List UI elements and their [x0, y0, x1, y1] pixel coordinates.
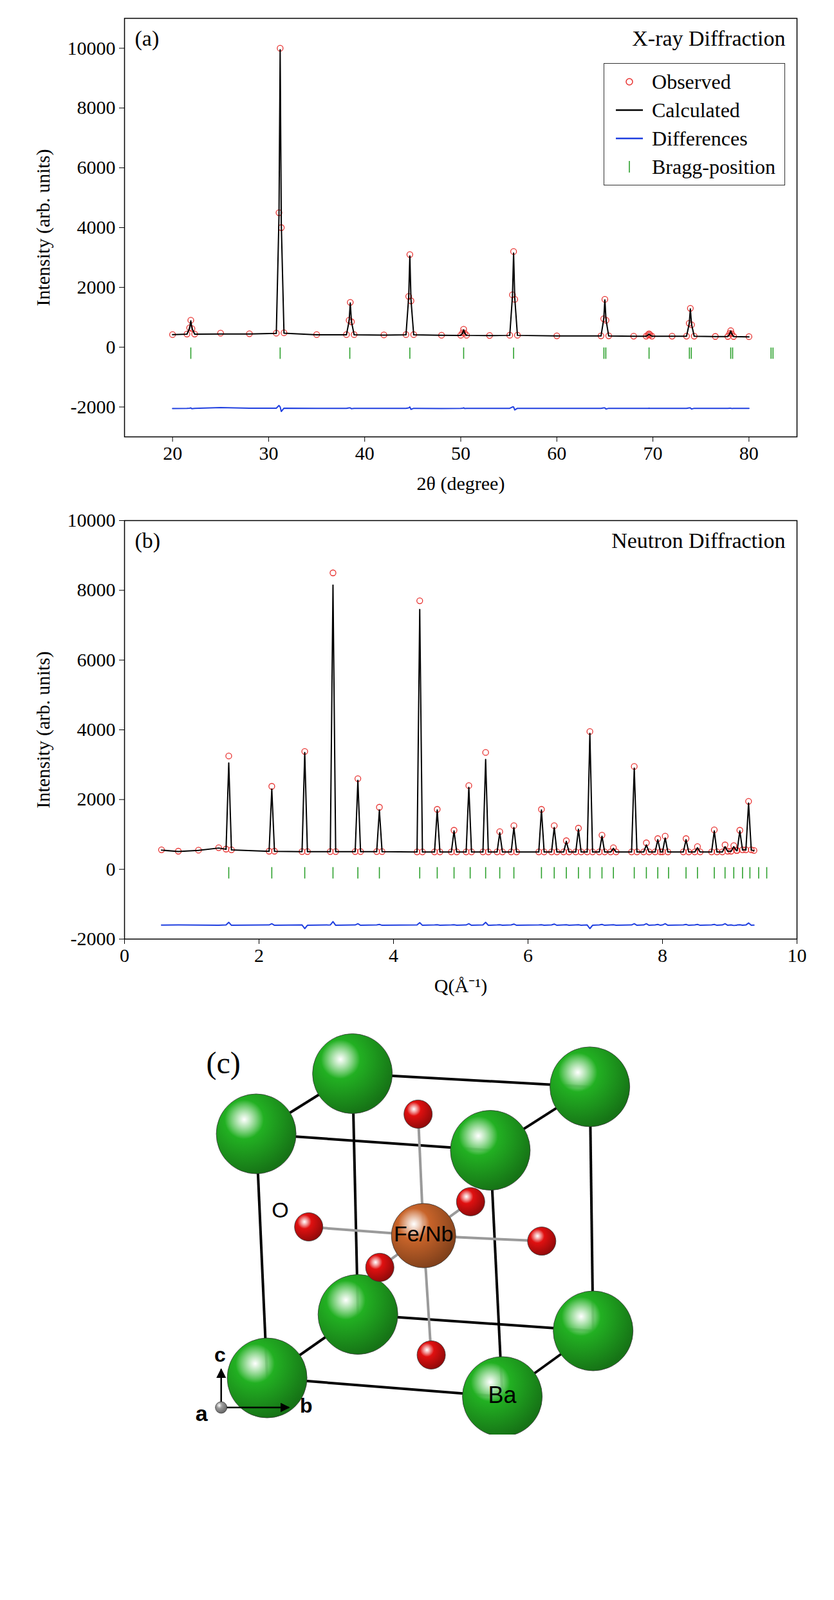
svg-text:a: a [195, 1400, 209, 1425]
svg-text:60: 60 [546, 442, 567, 464]
svg-text:b: b [299, 1393, 313, 1417]
svg-text:4000: 4000 [77, 216, 116, 238]
svg-text:80: 80 [739, 442, 759, 464]
svg-text:10000: 10000 [67, 509, 116, 531]
svg-text:Fe/Nb: Fe/Nb [393, 1220, 454, 1246]
svg-text:30: 30 [258, 442, 278, 464]
svg-text:2000: 2000 [77, 276, 116, 298]
svg-text:50: 50 [451, 442, 471, 464]
svg-text:-2000: -2000 [70, 395, 116, 417]
svg-text:O: O [271, 1196, 289, 1222]
svg-text:40: 40 [355, 442, 375, 464]
svg-text:8: 8 [657, 944, 668, 966]
html-text:Bragg-position: Bragg-position [651, 154, 776, 178]
svg-text:2θ (degree): 2θ (degree) [417, 472, 506, 495]
svg-text:(b): (b) [135, 528, 161, 553]
svg-text:20: 20 [162, 442, 183, 464]
html-text:Observed: Observed [651, 69, 731, 93]
svg-text:Neutron Diffraction: Neutron Diffraction [611, 528, 786, 553]
svg-text:8000: 8000 [77, 578, 116, 600]
svg-text:10000: 10000 [67, 37, 116, 59]
svg-text:6000: 6000 [77, 648, 116, 670]
html-text:Calculated: Calculated [651, 98, 740, 122]
svg-text:Intensity (arb. units): Intensity (arb. units) [32, 650, 55, 808]
svg-text:0: 0 [119, 944, 130, 966]
svg-text:8000: 8000 [77, 96, 116, 118]
svg-text:4: 4 [388, 944, 399, 966]
svg-text:6: 6 [523, 944, 533, 966]
svg-text:(c): (c) [205, 1045, 241, 1080]
svg-text:6000: 6000 [77, 156, 116, 178]
svg-text:Intensity (arb. units): Intensity (arb. units) [32, 148, 55, 306]
svg-text:c: c [214, 1342, 226, 1366]
html-text:Differences: Differences [651, 126, 748, 150]
svg-text:0: 0 [106, 857, 116, 880]
svg-text:2000: 2000 [77, 787, 116, 809]
svg-text:4000: 4000 [77, 718, 116, 740]
svg-text:10: 10 [787, 944, 807, 966]
svg-text:0: 0 [106, 335, 116, 358]
svg-text:2: 2 [254, 944, 264, 966]
svg-text:-2000: -2000 [70, 927, 116, 949]
svg-text:Q(Å⁻¹): Q(Å⁻¹) [434, 974, 488, 997]
svg-text:Ba: Ba [488, 1380, 518, 1408]
svg-text:70: 70 [643, 442, 663, 464]
svg-text:(a): (a) [135, 26, 160, 51]
svg-text:X-ray Diffraction: X-ray Diffraction [631, 26, 786, 51]
